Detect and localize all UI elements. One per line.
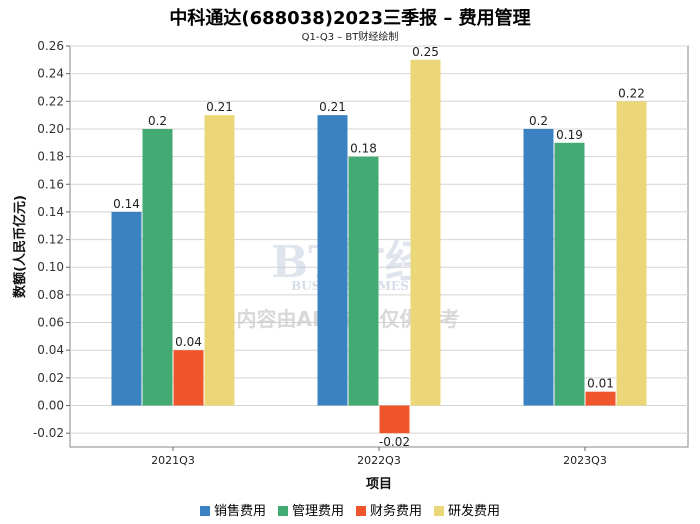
y-tick-label: 0.08 [37, 288, 64, 302]
y-tick-label: 0.06 [37, 316, 64, 330]
y-tick-label: 0.16 [37, 177, 64, 191]
data-label: 0.04 [175, 335, 202, 349]
y-axis-label: 数额(人民币亿元) [12, 195, 28, 298]
legend-swatch [434, 506, 445, 516]
y-tick-label: 0.00 [37, 399, 64, 413]
y-tick-label: 0.22 [37, 94, 64, 108]
bar [616, 101, 647, 406]
plot-area [69, 45, 689, 448]
data-label: 0.21 [206, 100, 233, 114]
data-label: 0.25 [412, 45, 439, 59]
bar [173, 350, 204, 406]
bar [111, 211, 142, 406]
legend-swatch [199, 506, 210, 516]
legend-label: 管理费用 [291, 504, 344, 519]
y-tick-label: 0.26 [37, 39, 64, 53]
y-tick-label: 0.14 [37, 205, 64, 219]
legend-label: 财务费用 [370, 504, 423, 519]
bar [317, 115, 348, 406]
y-tick-label: 0.04 [37, 343, 64, 357]
y-tick-label: 0.24 [37, 67, 64, 81]
legend-label: 销售费用 [213, 504, 266, 519]
bar [204, 115, 235, 406]
bar [348, 156, 379, 406]
x-tick-label: 2022Q3 [357, 454, 401, 467]
legend-item: 财务费用 [356, 500, 422, 519]
data-label: 0.2 [148, 114, 167, 128]
data-label: 0.18 [350, 142, 377, 156]
bar [410, 59, 441, 406]
y-tick-label: 0.12 [37, 233, 64, 247]
data-label: 0.22 [618, 86, 645, 100]
y-tick-label: -0.02 [33, 426, 64, 440]
y-tick-label: 0.20 [37, 122, 64, 136]
y-tick-label: 0.02 [37, 371, 64, 385]
x-tick-label: 2021Q3 [151, 454, 195, 467]
data-label: 0.14 [113, 197, 140, 211]
data-label: 0.19 [556, 128, 583, 142]
data-label: 0.2 [529, 114, 548, 128]
y-tick-label: 0.10 [37, 260, 64, 274]
bar [523, 128, 554, 406]
data-label: -0.02 [379, 435, 410, 449]
bar [379, 405, 410, 434]
legend-label: 研发费用 [448, 504, 501, 519]
x-axis-label: 项目 [366, 477, 392, 492]
bar [585, 391, 616, 406]
chart-legend: 销售费用 管理费用 财务费用 研发费用 [0, 500, 700, 519]
legend-swatch [277, 506, 288, 516]
data-label: 0.01 [587, 377, 614, 391]
data-label: 0.21 [319, 100, 346, 114]
legend-item: 研发费用 [434, 500, 500, 519]
bar [142, 128, 173, 406]
y-tick-label: 0.18 [37, 150, 64, 164]
bar [554, 142, 585, 406]
chart-subtitle: Q1-Q3 – BT财经绘制 [301, 32, 399, 43]
legend-item: 销售费用 [199, 500, 266, 519]
chart-title: 中科通达(688038)2023三季报 – 费用管理 [169, 8, 531, 29]
legend-swatch [356, 506, 366, 516]
legend-item: 管理费用 [277, 500, 344, 519]
x-tick-label: 2023Q3 [563, 454, 607, 467]
